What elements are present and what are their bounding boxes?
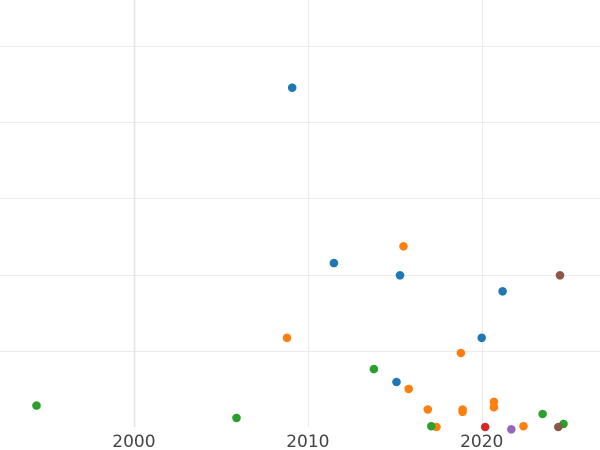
data-point bbox=[480, 422, 490, 432]
x-tick-label: 2000 bbox=[112, 432, 155, 450]
x-tick-label: 2020 bbox=[460, 432, 503, 450]
data-point bbox=[427, 421, 436, 431]
data-point bbox=[282, 333, 292, 343]
data-point bbox=[287, 83, 297, 92]
data-point bbox=[498, 287, 507, 296]
data-point bbox=[507, 425, 516, 434]
data-point bbox=[395, 271, 405, 280]
data-point bbox=[555, 271, 565, 280]
data-point bbox=[423, 405, 433, 414]
points-layer bbox=[32, 83, 568, 434]
data-point bbox=[489, 402, 499, 412]
data-point bbox=[519, 421, 528, 431]
grid-layer bbox=[0, 0, 600, 427]
x-tick-label: 2010 bbox=[286, 432, 329, 450]
data-point bbox=[399, 242, 408, 251]
x-tick-labels: 2000 2010 2020 bbox=[112, 432, 503, 450]
data-point bbox=[329, 258, 339, 268]
data-point bbox=[232, 413, 241, 423]
data-point bbox=[554, 422, 563, 432]
data-point bbox=[369, 364, 379, 374]
data-point bbox=[458, 407, 467, 417]
data-point bbox=[392, 377, 401, 387]
data-point bbox=[404, 384, 414, 394]
data-point bbox=[32, 401, 41, 410]
data-point bbox=[538, 409, 547, 419]
data-point bbox=[477, 333, 487, 343]
data-point bbox=[456, 348, 466, 358]
